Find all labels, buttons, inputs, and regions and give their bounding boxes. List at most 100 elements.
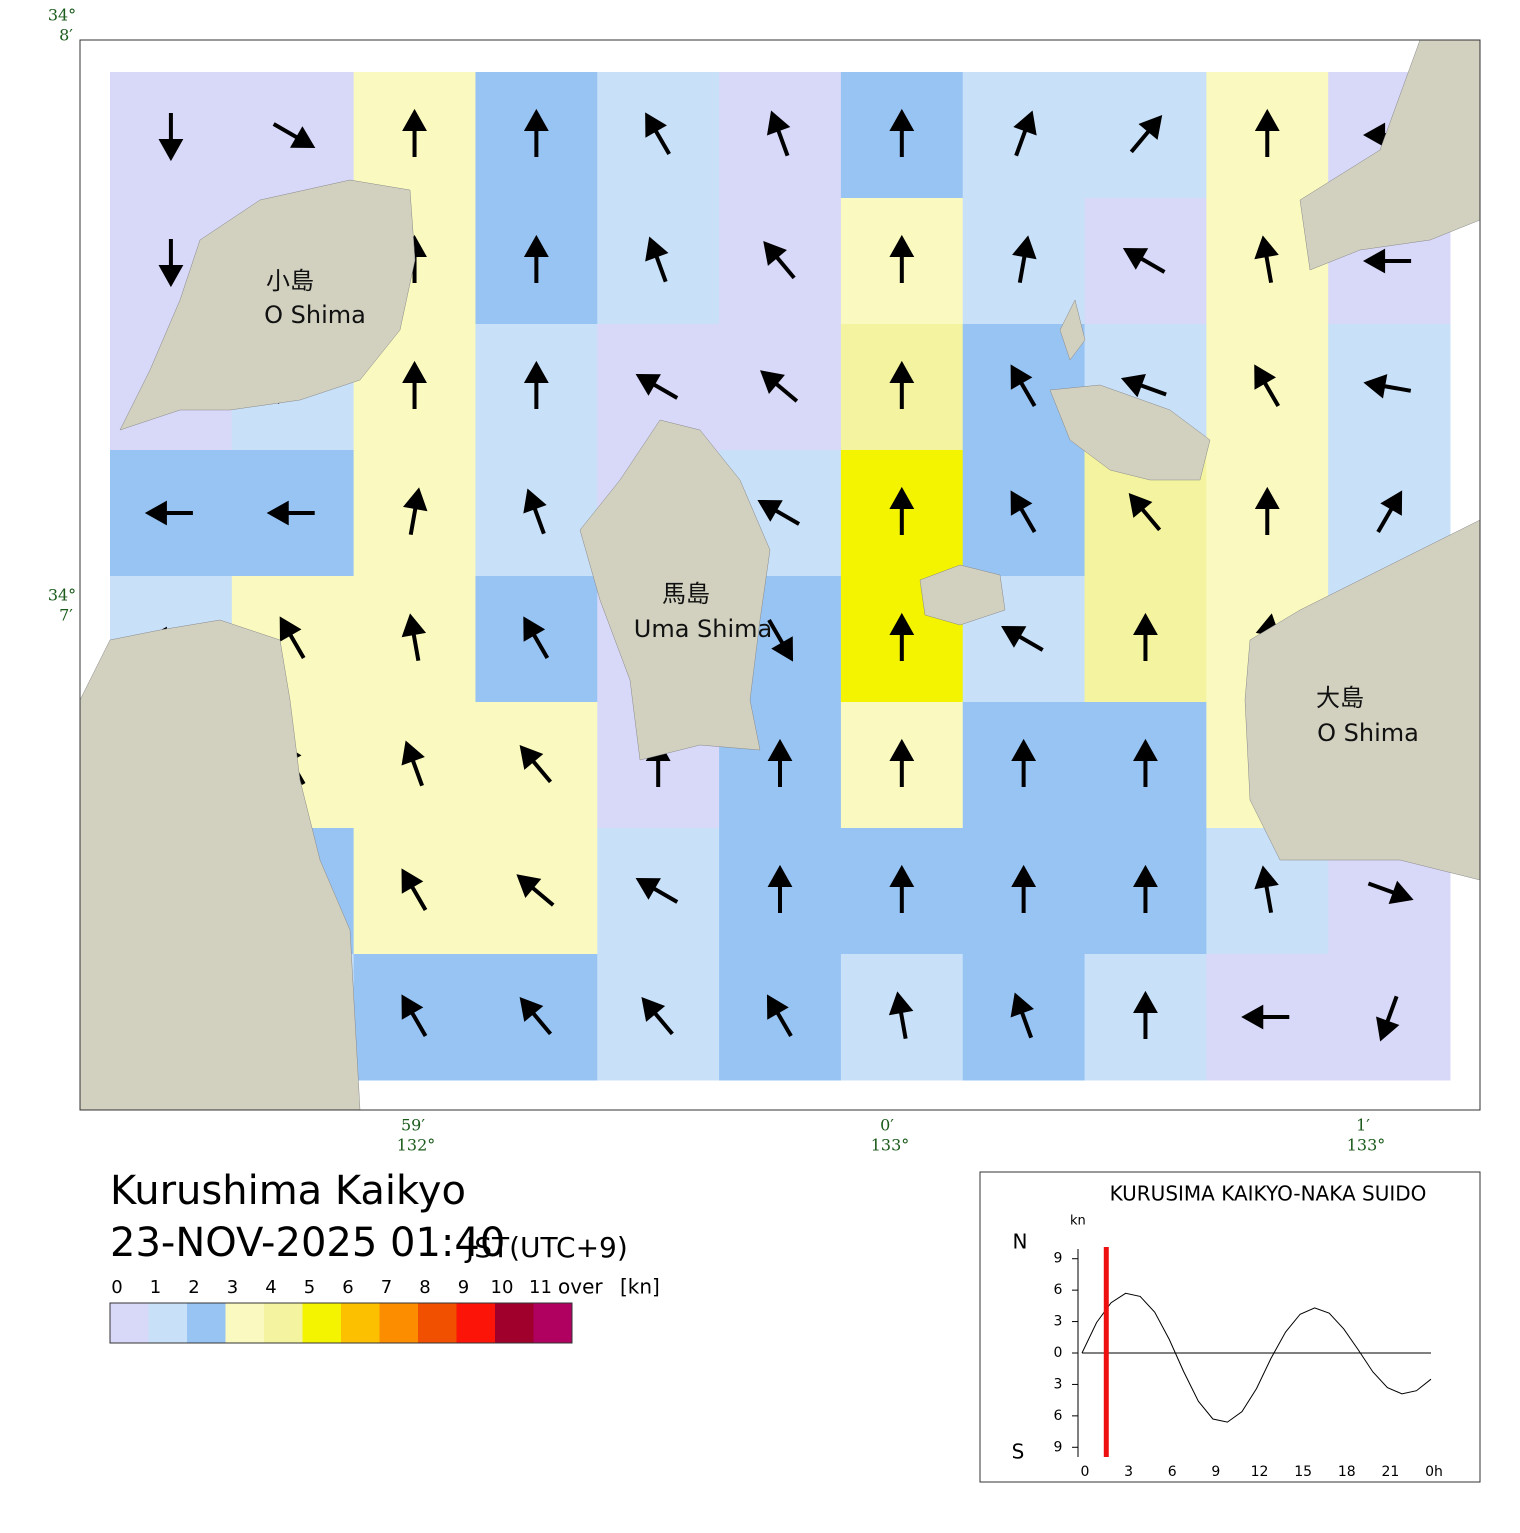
current-arrow — [1241, 1004, 1290, 1030]
legend-unit: [kn] — [620, 1275, 660, 1299]
current-arrow — [1367, 880, 1414, 905]
legend-label: 2 — [188, 1277, 199, 1298]
current-arrow — [403, 487, 428, 536]
current-arrow — [1133, 990, 1158, 1039]
current-arrow — [158, 239, 184, 288]
current-arrow — [1376, 995, 1400, 1042]
south-label: S — [1012, 1440, 1025, 1464]
legend-label: 9 — [458, 1277, 469, 1298]
current-arrow — [1254, 235, 1279, 284]
current-arrow — [760, 370, 799, 403]
legend-swatch — [148, 1303, 187, 1343]
current-arrow — [1011, 864, 1037, 913]
north-label: N — [1013, 1230, 1028, 1254]
legend-swatch — [418, 1303, 457, 1343]
y-tick-label: 9 — [1054, 1251, 1063, 1267]
current-arrow — [144, 500, 193, 526]
current-arrow — [1120, 373, 1167, 398]
current-arrow — [889, 864, 915, 913]
legend-swatch — [533, 1303, 572, 1343]
legend-label: 7 — [381, 1277, 392, 1298]
legend: 0 1 2 3 4 5 6 7 8 9 10 11 over [kn] — [109, 1275, 660, 1344]
x-tick-label: 9 — [1211, 1464, 1220, 1480]
current-arrow — [1128, 493, 1162, 532]
current-arrow — [889, 108, 915, 157]
lon-deg: 133° — [871, 1136, 910, 1155]
current-arrow — [766, 994, 793, 1038]
timezone: JST(UTC+9) — [464, 1231, 628, 1264]
current-arrow — [523, 234, 549, 283]
current-arrow — [889, 486, 915, 535]
y-unit: kn — [1070, 1214, 1086, 1229]
current-arrow — [523, 616, 550, 660]
legend-swatch — [264, 1303, 303, 1343]
legend-swatch — [110, 1303, 149, 1343]
current-arrow — [401, 740, 425, 787]
lon-min: 1′ — [1356, 1116, 1370, 1135]
current-arrow — [641, 997, 674, 1036]
x-tick-label: 18 — [1338, 1464, 1356, 1480]
place-ja: 大島 — [1316, 684, 1364, 712]
current-arrow — [266, 500, 315, 526]
current-arrow — [767, 618, 794, 662]
legend-label: 1 — [150, 1277, 161, 1298]
current-arrow — [1129, 115, 1163, 154]
land — [80, 40, 1480, 1110]
current-arrow — [635, 373, 679, 400]
y-tick-label: 3 — [1054, 1376, 1063, 1392]
current-arrow — [519, 997, 553, 1036]
current-arrow — [635, 877, 679, 904]
legend-swatch — [456, 1303, 495, 1343]
x-tick-label: 15 — [1294, 1464, 1312, 1480]
current-arrow — [523, 360, 549, 409]
current-arrow — [1133, 612, 1158, 661]
current-arrow — [1363, 374, 1412, 399]
legend-swatch — [187, 1303, 226, 1343]
lon-min: 0′ — [880, 1116, 894, 1135]
current-arrow — [1376, 490, 1403, 534]
current-arrow — [402, 360, 427, 409]
legend-label: 6 — [342, 1277, 353, 1298]
current-arrow — [1254, 865, 1279, 914]
current-arrow — [1133, 864, 1158, 913]
legend-label: 10 — [491, 1277, 514, 1298]
y-tick-label: 3 — [1054, 1314, 1063, 1330]
legend-label: 3 — [227, 1277, 238, 1298]
current-arrow — [1012, 235, 1037, 284]
inset-title: KURUSIMA KAIKYO-NAKA SUIDO — [1110, 1182, 1427, 1206]
lat-deg: 34° — [48, 586, 76, 605]
legend-label: 11 — [529, 1277, 552, 1298]
x-tick-label: 0 — [1081, 1464, 1090, 1480]
x-tick-label: 6 — [1168, 1464, 1177, 1480]
current-arrow — [645, 236, 669, 283]
legend-swatch — [341, 1303, 380, 1343]
lat-deg: 34° — [48, 6, 76, 25]
inset-chart: 9 6 3 0 3 6 9 0 3 6 9 12 15 18 21 0h — [1054, 1247, 1443, 1480]
place-ja: 馬島 — [662, 580, 710, 608]
current-arrow — [1133, 738, 1158, 787]
current-arrow — [516, 874, 555, 907]
current-arrow — [767, 864, 793, 913]
inset-frame — [979, 1171, 1481, 1483]
legend-swatch — [495, 1303, 534, 1343]
current-arrow — [401, 994, 428, 1038]
current-arrow — [279, 616, 306, 660]
current-arrow — [272, 122, 316, 149]
current-arrow — [402, 108, 427, 157]
legend-swatch — [302, 1303, 341, 1343]
y-tick-label: 0 — [1054, 1345, 1063, 1361]
current-arrow — [645, 112, 671, 156]
current-arrow — [1011, 738, 1037, 787]
x-tick-label: 3 — [1124, 1464, 1133, 1480]
legend-swatch — [379, 1303, 418, 1343]
current-arrow — [523, 488, 547, 535]
current-arrow — [1254, 486, 1280, 535]
y-tick-label: 6 — [1054, 1282, 1063, 1298]
legend-label: 8 — [419, 1277, 430, 1298]
legend-over: over — [558, 1275, 603, 1299]
current-arrow — [889, 612, 915, 661]
x-tick-label: 0h — [1425, 1464, 1443, 1480]
lon-min: 59′ — [401, 1116, 425, 1135]
y-tick-label: 9 — [1054, 1439, 1063, 1455]
